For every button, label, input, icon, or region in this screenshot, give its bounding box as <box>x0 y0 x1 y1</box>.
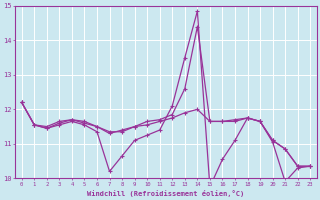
X-axis label: Windchill (Refroidissement éolien,°C): Windchill (Refroidissement éolien,°C) <box>87 190 244 197</box>
